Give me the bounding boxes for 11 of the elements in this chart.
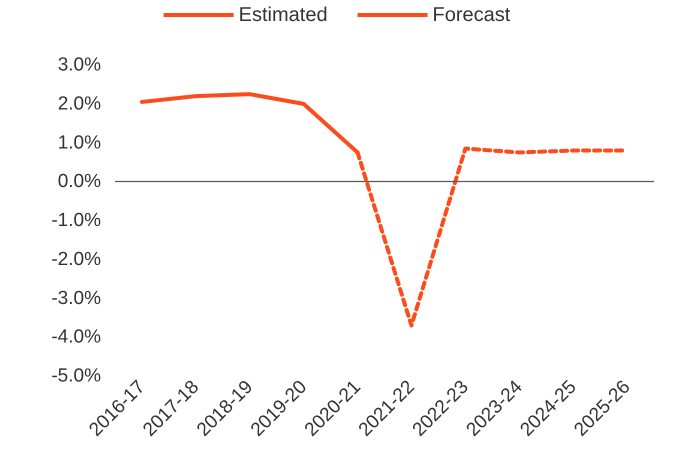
y-tick-label: 1.0%	[58, 132, 102, 154]
y-tick-label: -1.0%	[51, 210, 102, 231]
y-tick-label: -2.0%	[51, 248, 102, 270]
legend-label: Forecast	[432, 4, 511, 26]
y-tick-label: 2.0%	[58, 93, 102, 114]
y-tick-label: 0.0%	[58, 171, 102, 192]
y-tick-label: -3.0%	[51, 288, 102, 309]
legend-label: Estimated	[238, 4, 328, 26]
y-tick-label: -4.0%	[51, 326, 102, 348]
y-tick-label: -5.0%	[51, 366, 102, 386]
y-tick-label: 3.0%	[58, 54, 102, 76]
